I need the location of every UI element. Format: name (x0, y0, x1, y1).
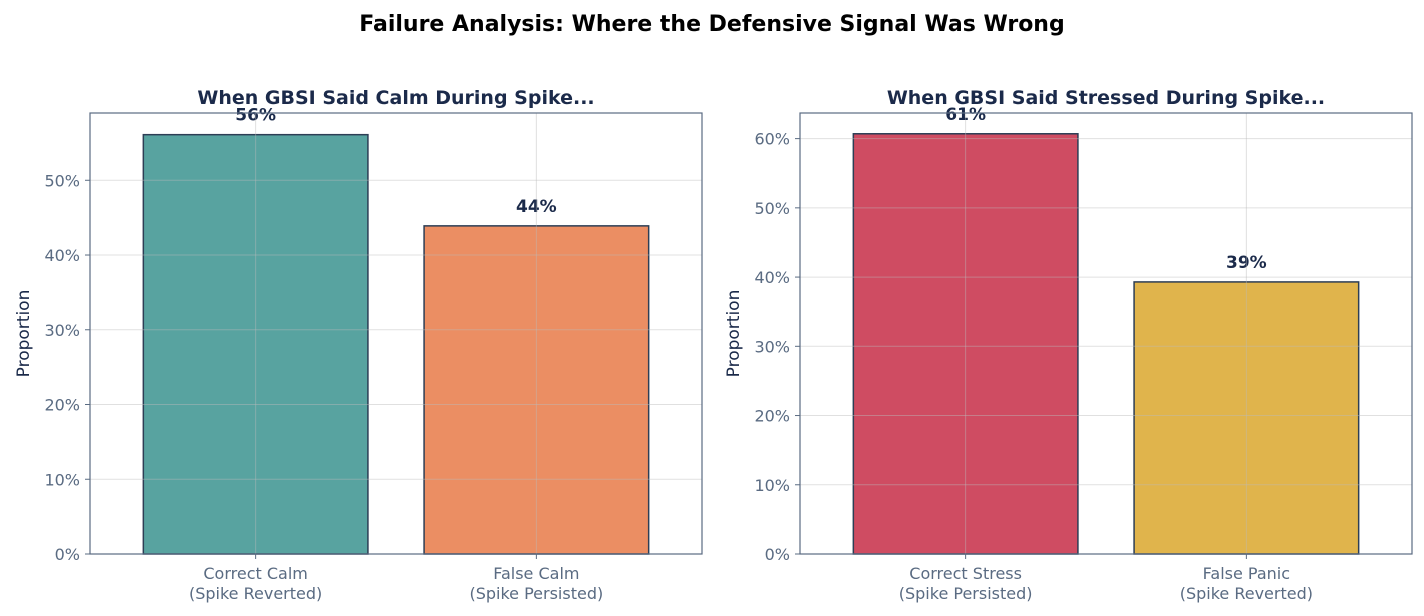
panel-calm: 56% Correct Calm(Spike Reverted) 44% False … (14, 87, 703, 603)
y-tick-label: 0% (765, 545, 790, 564)
data-label: 44% (516, 197, 557, 217)
data-label: 39% (1226, 253, 1267, 273)
y-tick-label: 50% (44, 171, 80, 190)
axes-frame (799, 112, 1413, 555)
y-axis-label: Proportion (14, 290, 34, 378)
x-tick-label: (Spike Persisted) (469, 584, 603, 603)
y-tick-label: 20% (754, 407, 790, 426)
data-label: 56% (235, 106, 276, 126)
y-tick-label: 10% (754, 476, 790, 495)
y-tick-label: 10% (44, 470, 80, 489)
bar (1133, 281, 1360, 555)
x-tick-label: (Spike Reverted) (189, 584, 322, 603)
panel-title: When GBSI Said Calm During Spike... (197, 87, 594, 109)
y-tick-label: 30% (754, 337, 790, 356)
x-tick-label: (Spike Reverted) (1180, 584, 1313, 603)
y-tick-label: 50% (754, 199, 790, 218)
x-tick-label: Correct Calm (203, 564, 308, 583)
y-tick-label: 0% (55, 545, 80, 564)
bar (852, 133, 1079, 555)
bar (142, 133, 369, 555)
y-axis-label: Proportion (724, 290, 744, 378)
y-tick-label: 60% (754, 130, 790, 149)
x-tick-label: (Spike Persisted) (899, 584, 1033, 603)
data-label: 61% (945, 105, 986, 125)
y-tick-label: 40% (754, 268, 790, 287)
panel-title: When GBSI Said Stressed During Spike... (887, 87, 1325, 109)
y-tick-label: 20% (44, 396, 80, 415)
x-tick-label: False Calm (493, 564, 579, 583)
axes-frame (89, 112, 703, 555)
figure-title: Failure Analysis: Where the Defensive Si… (359, 12, 1064, 37)
x-tick-label: False Panic (1203, 564, 1290, 583)
y-tick-label: 40% (44, 246, 80, 265)
x-tick-label: Correct Stress (909, 564, 1022, 583)
panel-stressed: 61% Correct Stress(Spike Persisted) 39% Fal… (724, 87, 1413, 603)
y-tick-label: 30% (44, 321, 80, 340)
